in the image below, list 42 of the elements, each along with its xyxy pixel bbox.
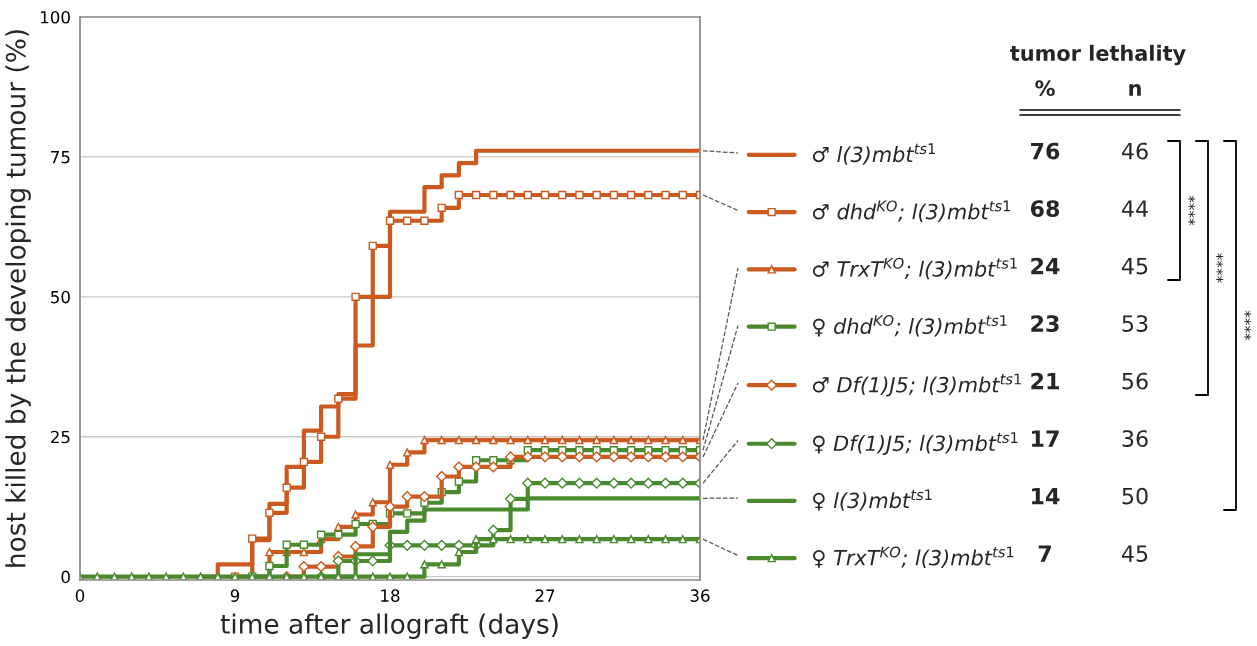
y-tick-label: 75 bbox=[51, 151, 70, 164]
x-tick-label: 0 bbox=[75, 589, 85, 602]
legend-label: ♂ Df(1)J5; l(3)mbt$^{ts1}$ bbox=[812, 373, 1021, 397]
y-tick-label: 0 bbox=[61, 570, 70, 584]
text: % bbox=[1035, 80, 1055, 97]
legend-label: ♀ TrxT$^{KO}$; l(3)mbt$^{ts1}$ bbox=[813, 546, 1014, 569]
text: 14 bbox=[1032, 487, 1060, 505]
text: 21 bbox=[1031, 372, 1059, 390]
text: **** bbox=[1244, 310, 1252, 341]
x-tick-label: 9 bbox=[230, 589, 240, 602]
y-axis-title: host killed by the developing tumour (%) bbox=[5, 30, 31, 567]
text: 50 bbox=[1122, 487, 1148, 505]
x-axis-title: time after allograft (days) bbox=[220, 613, 558, 640]
text: 44 bbox=[1121, 200, 1148, 217]
y-tick-label: 100 bbox=[40, 10, 70, 24]
text: 46 bbox=[1121, 142, 1148, 160]
y-tick-label: 25 bbox=[50, 430, 70, 444]
text: tumor lethality bbox=[1010, 44, 1186, 66]
legend-label: ♂ TrxT$^{KO}$; l(3)mbt$^{ts1}$ bbox=[812, 257, 1017, 280]
legend-label: ♂ dhd$^{KO}$; l(3)mbt$^{ts1}$ bbox=[812, 200, 1011, 222]
text: 56 bbox=[1122, 372, 1148, 390]
legend-label: ♀ dhd$^{KO}$; l(3)mbt$^{ts1}$ bbox=[813, 315, 1007, 337]
text: 53 bbox=[1122, 315, 1148, 332]
text: 23 bbox=[1031, 315, 1059, 332]
text: 45 bbox=[1121, 545, 1148, 562]
text: 7 bbox=[1038, 545, 1051, 562]
x-tick-label: 36 bbox=[690, 589, 710, 602]
text: 45 bbox=[1121, 257, 1148, 275]
legend-label: ♀ l(3)mbt$^{ts1}$ bbox=[813, 489, 932, 511]
y-tick-label: 50 bbox=[51, 290, 70, 304]
text: **** bbox=[1216, 253, 1224, 283]
x-tick-label: 27 bbox=[535, 589, 555, 602]
text: **** bbox=[1188, 195, 1196, 226]
text: 24 bbox=[1031, 257, 1060, 275]
legend-label: ♂ l(3)mbt$^{ts1}$ bbox=[812, 143, 935, 165]
text: 17 bbox=[1032, 430, 1059, 447]
text: 76 bbox=[1031, 142, 1060, 160]
x-tick-label: 18 bbox=[381, 589, 400, 602]
legend-label: ♀ Df(1)J5; l(3)mbt$^{ts1}$ bbox=[813, 432, 1018, 456]
text: 36 bbox=[1122, 430, 1148, 447]
text: n bbox=[1129, 84, 1141, 96]
text: 68 bbox=[1030, 200, 1060, 217]
